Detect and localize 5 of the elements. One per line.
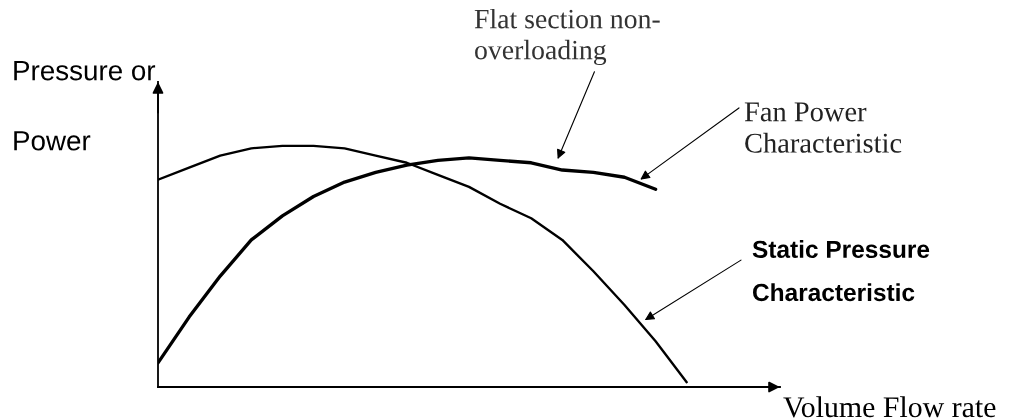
text: Pressure or Power: [14, 61, 156, 151]
x-axis-title: Volume Flow rate: [783, 396, 996, 418]
text: Fan Power Characteristic: [744, 102, 902, 153]
text: Flat section non- overloading: [474, 8, 660, 66]
text: Static Pressure Characteristic: [752, 240, 930, 302]
